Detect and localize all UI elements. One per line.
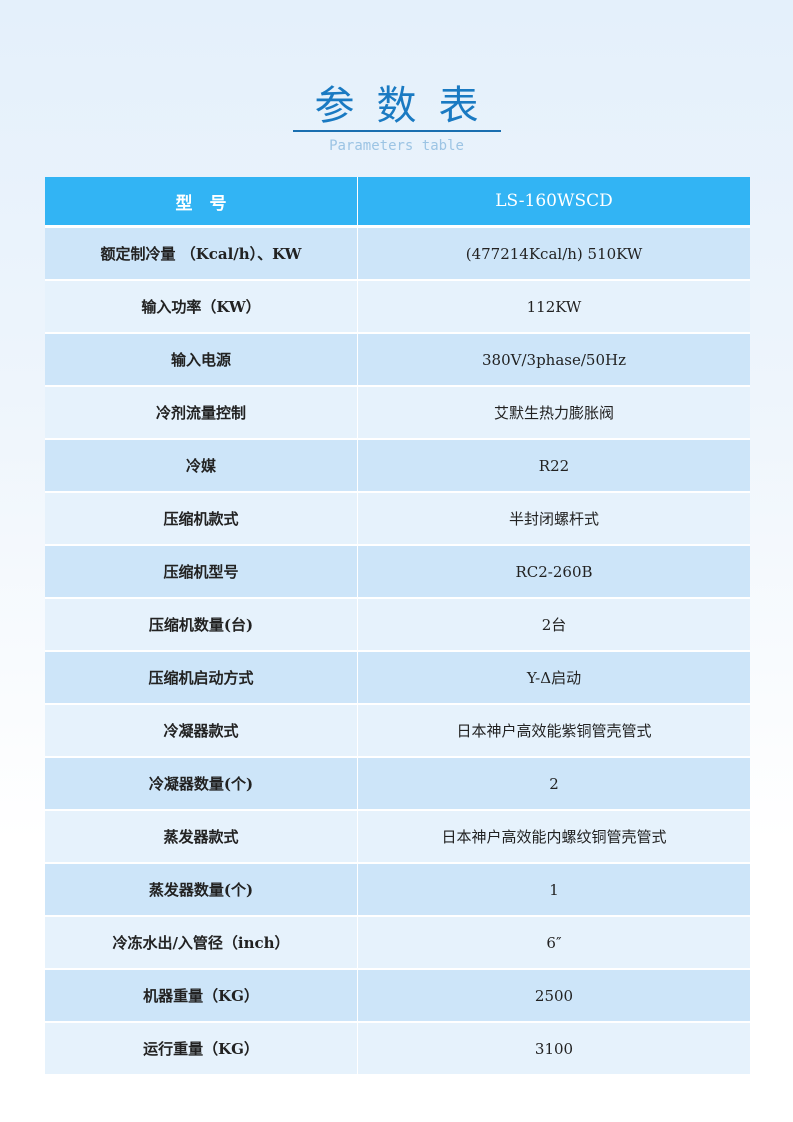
param-value: 2台 (357, 598, 750, 652)
param-value: (477214Kcal/h) 510KW (357, 226, 750, 281)
param-label: 机器重量（KG） (45, 969, 358, 1023)
param-value: 6″ (357, 916, 750, 970)
table-row: 压缩机款式 半封闭螺杆式 (45, 492, 750, 546)
param-value: 半封闭螺杆式 (357, 492, 750, 546)
param-value: 2500 (357, 969, 750, 1023)
param-value: R22 (357, 439, 750, 493)
param-value: 112KW (357, 280, 750, 334)
page-title: 参数表 (292, 82, 501, 132)
param-value: 3100 (357, 1022, 750, 1076)
table-row: 冷冻水出/入管径（inch） 6″ (45, 916, 750, 970)
param-value: 日本神户高效能内螺纹铜管壳管式 (357, 810, 750, 864)
param-value: Y-Δ启动 (357, 651, 750, 705)
param-label: 压缩机型号 (45, 545, 358, 599)
table-row: 压缩机数量(台) 2台 (45, 598, 750, 652)
table-row: 运行重量（KG） 3100 (45, 1022, 750, 1076)
param-label: 压缩机启动方式 (45, 651, 358, 705)
param-label: 冷媒 (45, 439, 358, 493)
table-row: 冷凝器数量(个) 2 (45, 757, 750, 811)
title-block: 参数表 (0, 82, 793, 132)
table-row: 冷剂流量控制 艾默生热力膨胀阀 (45, 386, 750, 440)
param-value: 380V/3phase/50Hz (357, 333, 750, 387)
param-value: 艾默生热力膨胀阀 (357, 386, 750, 440)
table-row: 压缩机启动方式 Y-Δ启动 (45, 651, 750, 705)
param-label: 压缩机款式 (45, 492, 358, 546)
table-header-row: 型 号 LS-160WSCD (45, 177, 750, 228)
param-value: 1 (357, 863, 750, 917)
table-row: 输入电源 380V/3phase/50Hz (45, 333, 750, 387)
param-value: 2 (357, 757, 750, 811)
param-label: 输入电源 (45, 333, 358, 387)
param-label: 冷凝器数量(个) (45, 757, 358, 811)
param-label: 蒸发器款式 (45, 810, 358, 864)
header-label: 型 号 (45, 177, 358, 228)
table-row: 蒸发器款式 日本神户高效能内螺纹铜管壳管式 (45, 810, 750, 864)
table-row: 机器重量（KG） 2500 (45, 969, 750, 1023)
table-row: 额定制冷量 （Kcal/h）、KW (477214Kcal/h) 510KW (45, 226, 750, 281)
table-row: 蒸发器数量(个) 1 (45, 863, 750, 917)
param-label: 运行重量（KG） (45, 1022, 358, 1076)
table-row: 输入功率（KW） 112KW (45, 280, 750, 334)
param-value: RC2-260B (357, 545, 750, 599)
param-label: 冷剂流量控制 (45, 386, 358, 440)
param-value: 日本神户高效能紫铜管壳管式 (357, 704, 750, 758)
table-row: 压缩机型号 RC2-260B (45, 545, 750, 599)
param-label: 压缩机数量(台) (45, 598, 358, 652)
param-label: 输入功率（KW） (45, 280, 358, 334)
header-value: LS-160WSCD (357, 177, 750, 228)
param-label: 冷凝器款式 (45, 704, 358, 758)
table-row: 冷凝器款式 日本神户高效能紫铜管壳管式 (45, 704, 750, 758)
page-subtitle: Parameters table (329, 138, 464, 154)
param-label: 冷冻水出/入管径（inch） (45, 916, 358, 970)
table-row: 冷媒 R22 (45, 439, 750, 493)
param-label: 额定制冷量 （Kcal/h）、KW (45, 226, 358, 281)
parameters-table: 型 号 LS-160WSCD 额定制冷量 （Kcal/h）、KW (477214K… (45, 177, 750, 1076)
param-label: 蒸发器数量(个) (45, 863, 358, 917)
